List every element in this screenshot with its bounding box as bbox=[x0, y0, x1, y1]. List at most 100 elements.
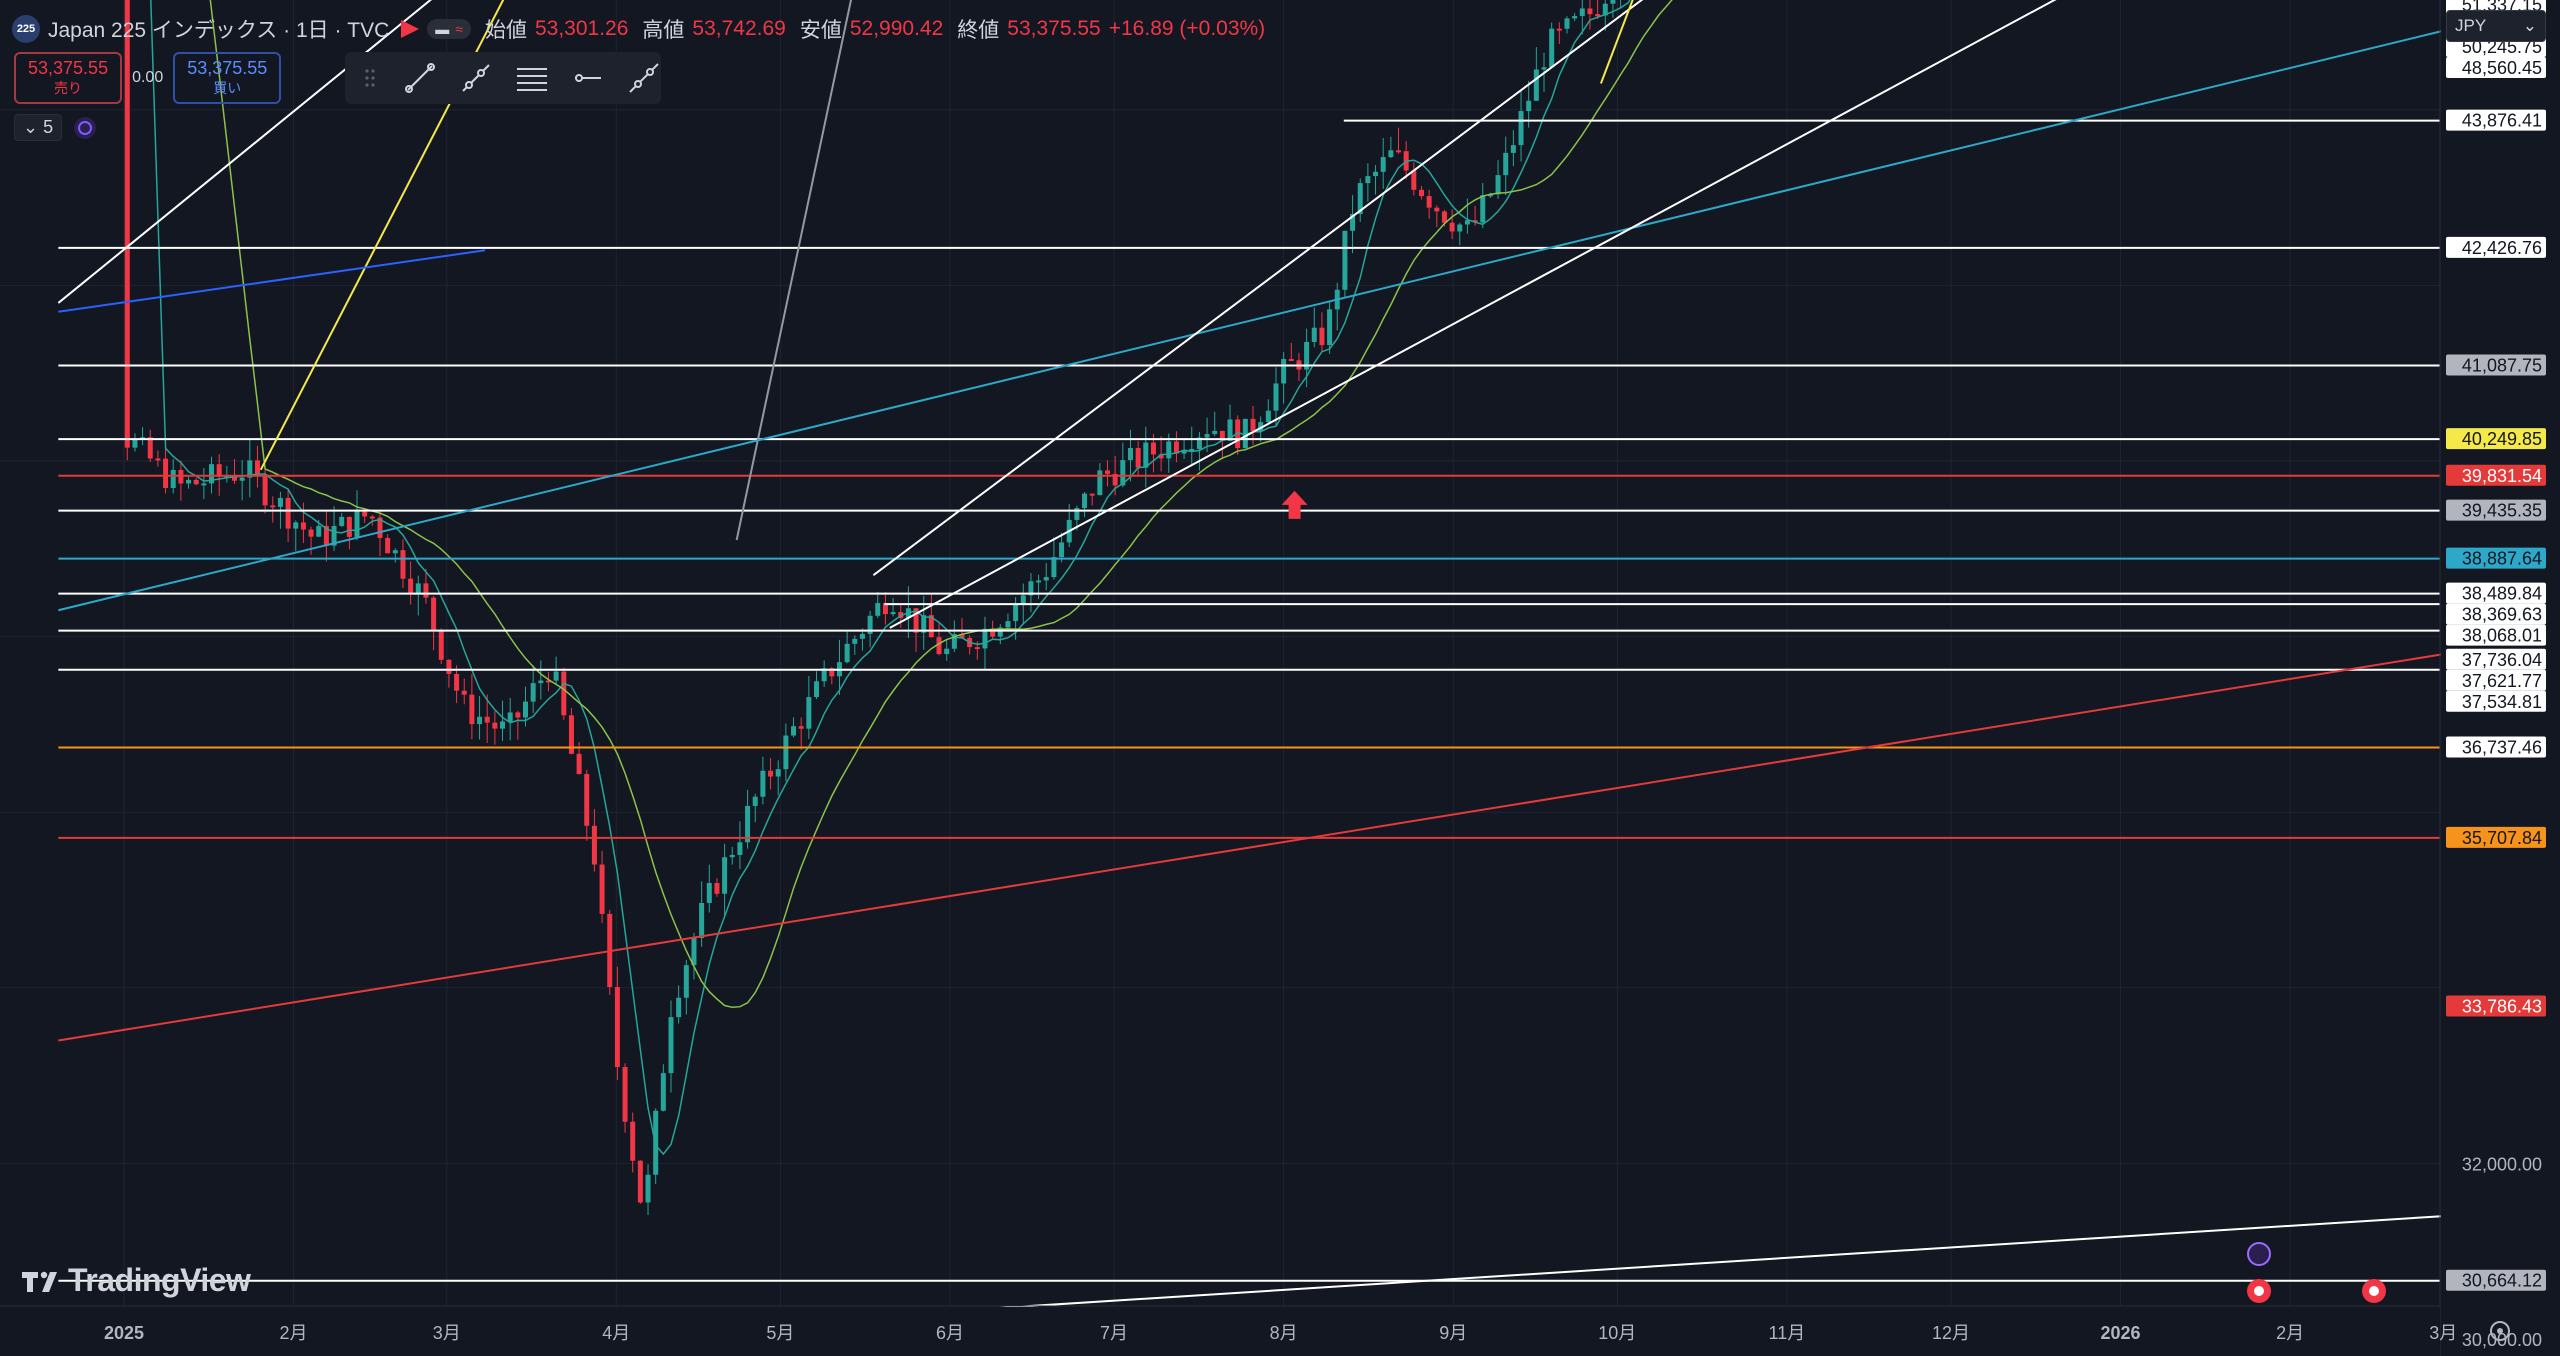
candle bbox=[599, 850, 605, 923]
candle bbox=[806, 675, 812, 739]
candle-body bbox=[262, 474, 268, 506]
candle-body bbox=[691, 938, 697, 966]
candle-body bbox=[515, 712, 521, 718]
candle bbox=[622, 1063, 628, 1133]
visibility-pill[interactable]: ▬ ≈ bbox=[427, 19, 471, 39]
candle-body bbox=[277, 497, 283, 507]
high-value: 53,742.69 bbox=[692, 17, 786, 40]
price-axis: 30,000.0032,000.0046,000.0048,000.0056,0… bbox=[2441, 0, 2560, 1356]
candle bbox=[155, 450, 161, 467]
candle-body bbox=[369, 516, 375, 519]
candle-body bbox=[614, 987, 620, 1067]
drag-handle-icon[interactable] bbox=[359, 61, 381, 95]
candle-body bbox=[522, 701, 528, 718]
candle bbox=[997, 624, 1003, 645]
candle bbox=[385, 534, 391, 554]
candle-body bbox=[706, 882, 712, 903]
candle bbox=[1373, 165, 1379, 195]
symbol-title[interactable]: Japan 225 インデックス · 1日 · TVC bbox=[48, 19, 390, 42]
low-value: 52,990.42 bbox=[849, 17, 944, 40]
candle-body bbox=[1411, 170, 1417, 190]
open-label: 始値 bbox=[484, 19, 527, 42]
candle bbox=[1602, 0, 1608, 31]
candle bbox=[729, 846, 735, 865]
candle bbox=[254, 445, 260, 488]
candle bbox=[768, 758, 774, 790]
candle bbox=[1036, 574, 1042, 600]
low-label: 安値 bbox=[799, 19, 842, 42]
candle-body bbox=[1327, 309, 1333, 346]
ray-tool-icon[interactable] bbox=[459, 61, 493, 95]
candle-body bbox=[1357, 183, 1363, 214]
price-label-bg bbox=[2446, 499, 2546, 521]
wave-icon[interactable]: ≈ bbox=[455, 21, 463, 37]
candle-body bbox=[722, 857, 728, 894]
candle bbox=[545, 672, 551, 692]
candle-body bbox=[1173, 441, 1179, 454]
candle bbox=[193, 477, 199, 486]
time-tick-label: 7月 bbox=[1100, 1323, 1128, 1343]
candle-body bbox=[323, 525, 329, 546]
currency-select[interactable]: JPY ⌄ bbox=[2446, 10, 2546, 42]
candle-body bbox=[1005, 621, 1011, 628]
price-label: 36,737.46 bbox=[2462, 737, 2542, 757]
candle-body bbox=[775, 769, 781, 777]
sell-button[interactable]: 53,375.55 売り bbox=[14, 52, 123, 104]
candle-body bbox=[193, 479, 199, 485]
candle-body bbox=[974, 647, 980, 650]
horizontal-ray-tool-icon[interactable] bbox=[571, 61, 605, 95]
candle-body bbox=[1319, 327, 1325, 346]
candle bbox=[339, 513, 345, 527]
candle-body bbox=[699, 902, 705, 939]
candle-body bbox=[507, 712, 513, 722]
candle-body bbox=[385, 538, 391, 554]
candle-body bbox=[1196, 437, 1202, 449]
candle-body bbox=[1587, 8, 1593, 15]
candle bbox=[584, 769, 590, 841]
trend-line-tool-icon[interactable] bbox=[403, 61, 437, 95]
candle-body bbox=[308, 529, 314, 537]
candle-body bbox=[576, 753, 582, 774]
time-tick-label: 10月 bbox=[1598, 1323, 1636, 1343]
symbol-badge[interactable]: 225 bbox=[12, 15, 40, 43]
settings-gear-icon[interactable] bbox=[2490, 1321, 2510, 1341]
candle-body bbox=[415, 583, 421, 595]
candle-body bbox=[1572, 16, 1578, 19]
candle-body bbox=[270, 505, 276, 508]
candle-body bbox=[1350, 213, 1356, 231]
candle-body bbox=[461, 690, 467, 695]
candle-body bbox=[668, 1017, 674, 1074]
candle bbox=[1082, 492, 1088, 518]
price-label-bg bbox=[2446, 624, 2546, 646]
candle-body bbox=[1150, 442, 1156, 455]
candle-body bbox=[1518, 111, 1524, 146]
candle-body bbox=[492, 722, 498, 729]
candle-body bbox=[591, 825, 597, 865]
candle-body bbox=[124, 0, 130, 448]
minus-icon[interactable]: ▬ bbox=[435, 21, 450, 37]
candle bbox=[714, 878, 720, 897]
candle bbox=[1120, 442, 1126, 488]
candle-body bbox=[239, 477, 245, 481]
candle-body bbox=[1127, 448, 1133, 461]
refresh-icon[interactable] bbox=[72, 115, 98, 141]
candle-body bbox=[362, 509, 368, 517]
extended-line-tool-icon[interactable] bbox=[627, 61, 661, 95]
candle-body bbox=[1487, 194, 1493, 197]
buy-button[interactable]: 53,375.55 買い bbox=[173, 52, 282, 104]
candle-body bbox=[1464, 220, 1470, 225]
candle bbox=[231, 459, 237, 484]
flag-icon[interactable] bbox=[401, 20, 420, 38]
change-value: +16.89 (+0.03%) bbox=[1108, 17, 1266, 40]
candle bbox=[492, 711, 498, 745]
drawing-toolbar bbox=[345, 52, 661, 104]
candle-body bbox=[423, 583, 429, 598]
indicators-toggle[interactable]: ⌄ 5 bbox=[14, 114, 63, 141]
price-label-bg bbox=[2446, 690, 2546, 712]
candle-body bbox=[538, 680, 544, 684]
trade-panel: 53,375.55 売り 0.00 53,375.55 買い bbox=[14, 52, 282, 104]
candle-body bbox=[791, 726, 797, 736]
candle-body bbox=[637, 1160, 643, 1203]
parallel-channel-tool-icon[interactable] bbox=[515, 61, 549, 95]
